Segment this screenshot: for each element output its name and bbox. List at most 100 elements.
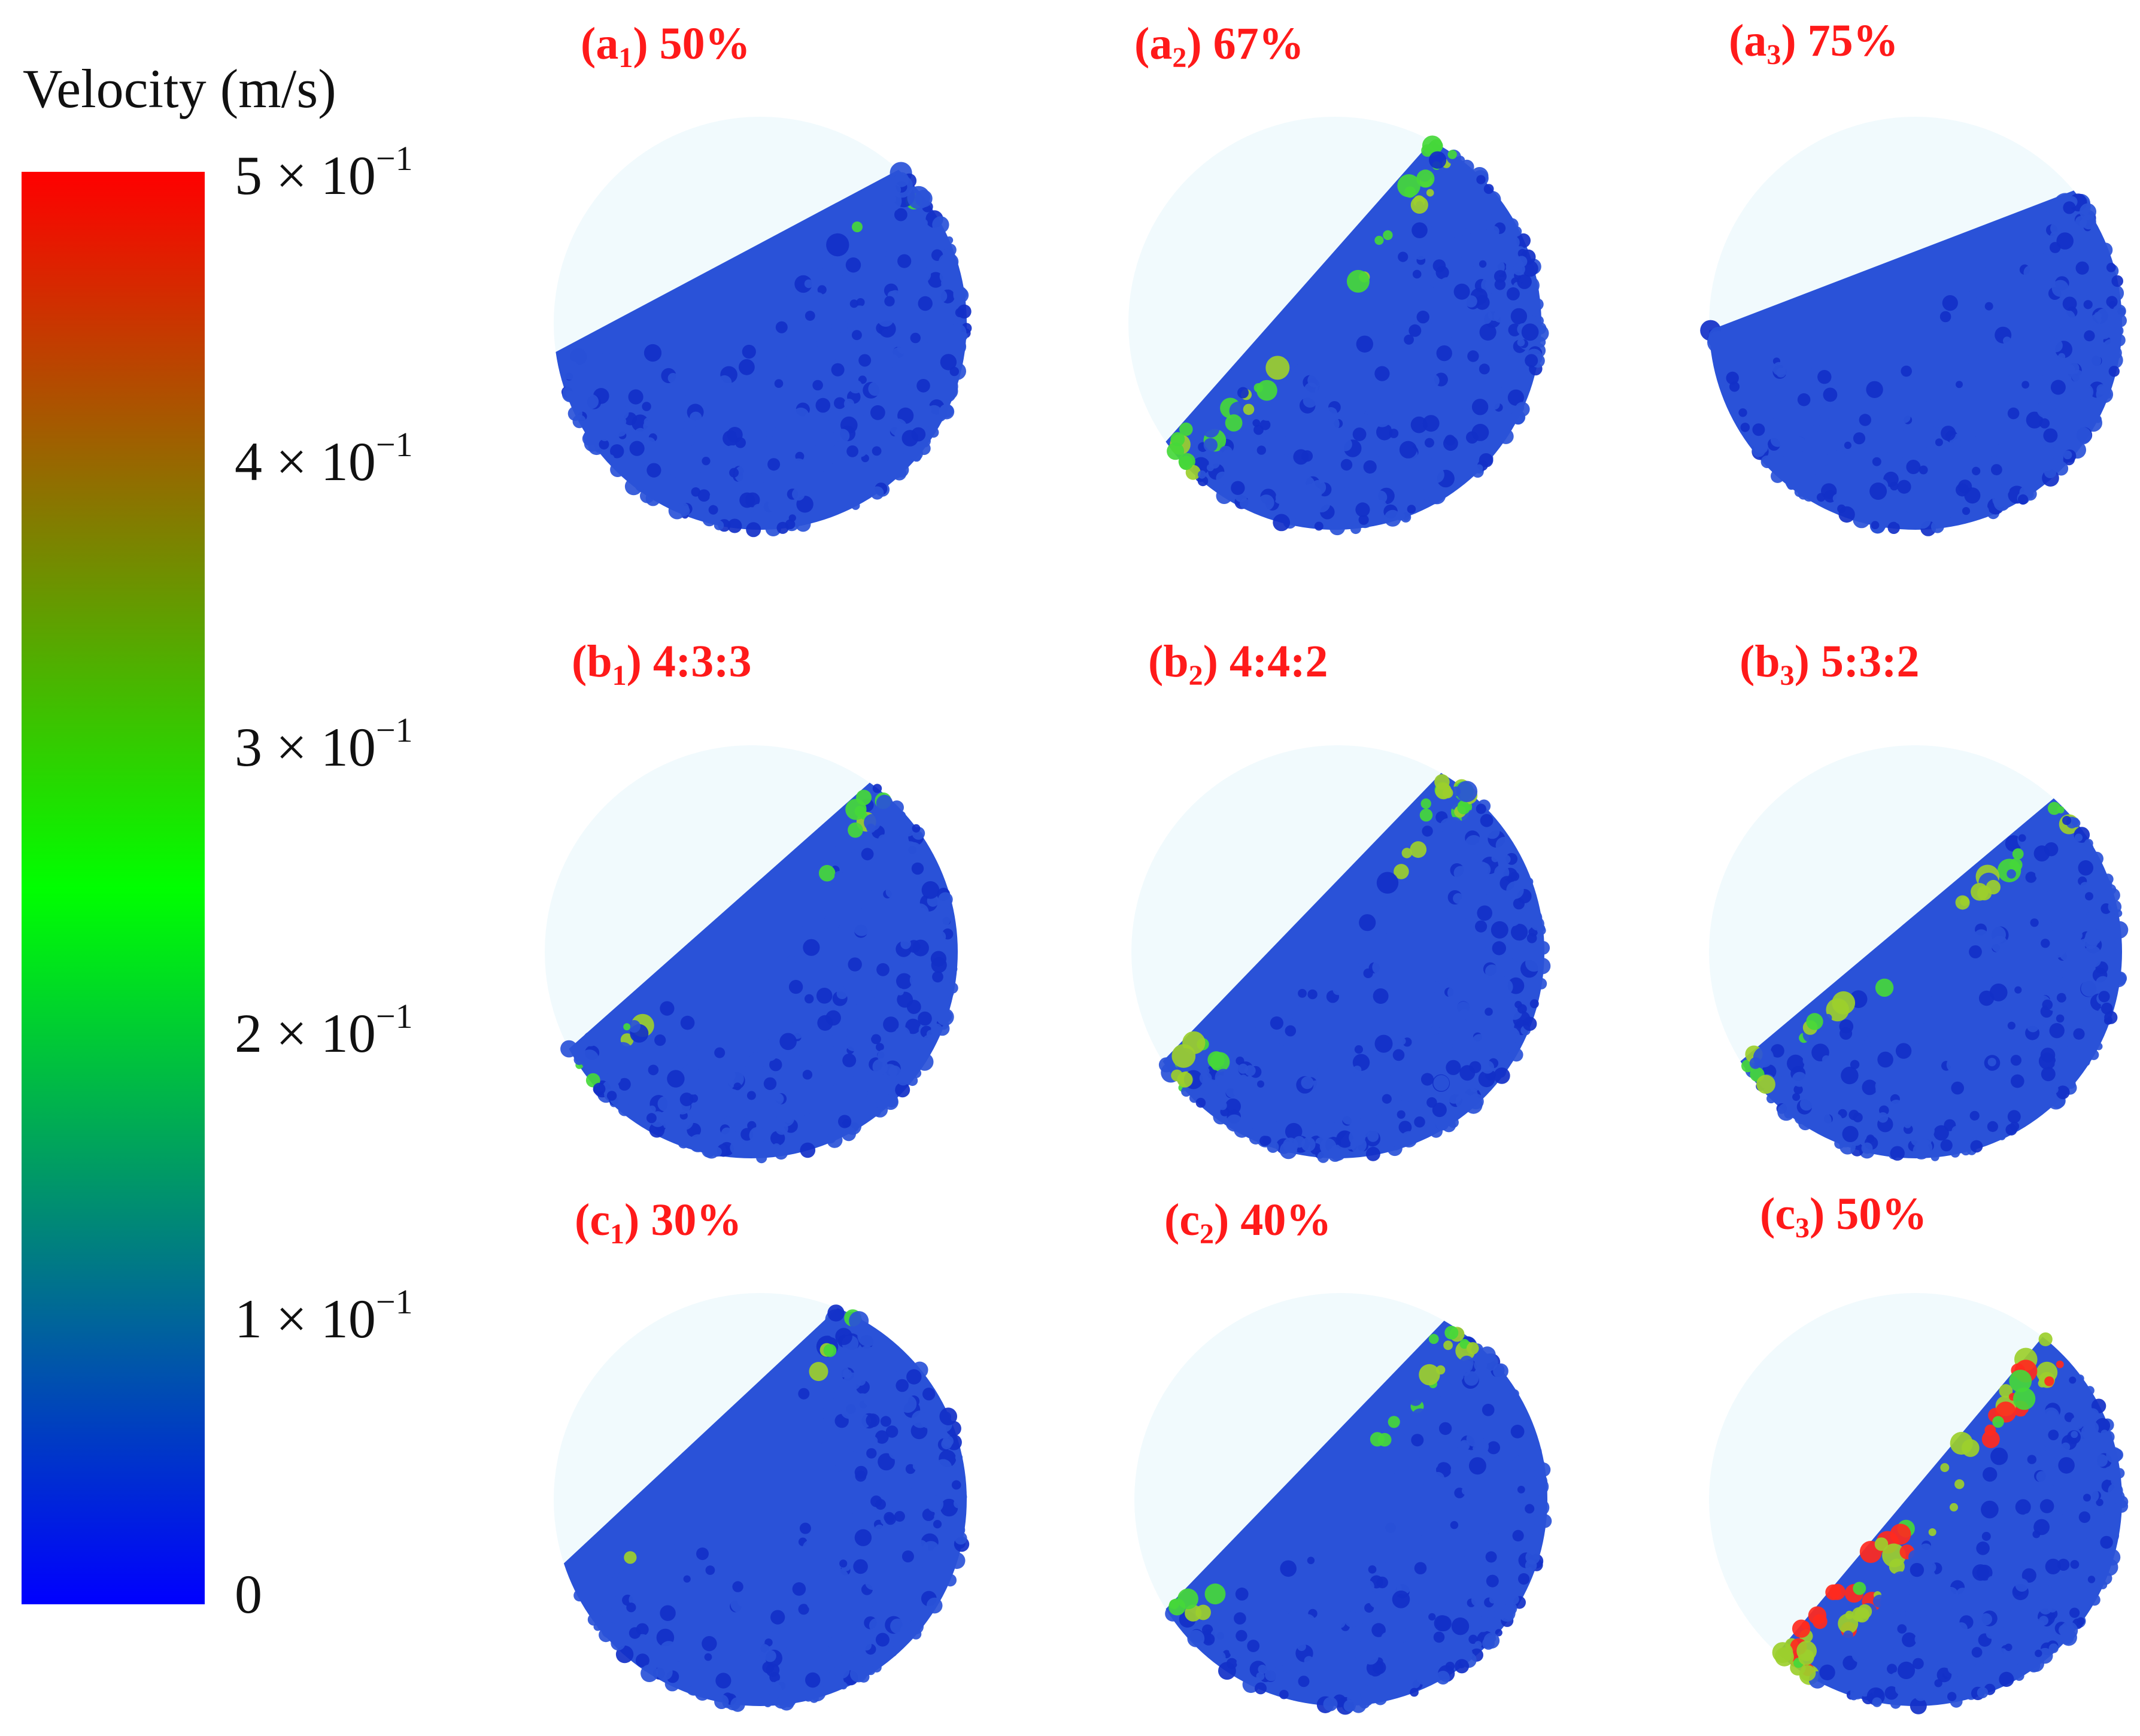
particle [1433,1075,1450,1091]
particle [2083,934,2098,949]
particle [705,411,715,421]
particle [1426,927,1443,944]
particle [2038,1052,2056,1070]
particle [1955,895,1970,910]
particles [1700,193,2127,536]
particle [635,1653,649,1668]
particle [1756,1075,1775,1094]
particle [1325,1571,1334,1580]
particles [1165,1325,1552,1715]
particle [1875,1083,1890,1097]
particle [1504,1028,1520,1043]
particle [1475,295,1490,310]
particle [1400,512,1412,523]
particle [838,1115,852,1128]
particle [720,1641,730,1652]
particle [763,1077,777,1090]
particle [1476,175,1486,184]
particle [1475,1616,1491,1632]
particle [1989,984,2008,1001]
particle [2071,369,2084,383]
particle [2032,359,2050,377]
particle [2095,1418,2111,1434]
particle [1984,1520,2001,1536]
particle [741,1032,758,1048]
particle [936,912,951,927]
particle [868,187,888,207]
particle [2062,296,2077,311]
particle [885,885,899,899]
particle [1457,256,1474,273]
particle [2060,872,2068,881]
particle [920,403,932,415]
particle [1947,1662,1960,1674]
particle [2027,1455,2036,1464]
particle [2103,922,2115,933]
particle [2059,1608,2073,1623]
particle [808,1684,826,1702]
particle [708,505,718,515]
particle [1198,470,1206,479]
particle [787,381,803,397]
particle [749,1127,766,1144]
particle [1923,1570,1936,1582]
particle [1979,275,1990,286]
particle [665,1042,677,1053]
particle [1475,920,1488,933]
particle [2097,242,2113,257]
particle [1501,1430,1508,1438]
particle [756,1152,767,1164]
particle [1460,1366,1470,1376]
particle [866,1413,880,1428]
particle [1516,256,1528,268]
particle [1323,1696,1338,1711]
particle [909,248,924,264]
particle [878,1453,895,1471]
particle [824,913,841,930]
particle [648,1601,660,1614]
particle [1416,1101,1425,1110]
particle [2001,1064,2013,1076]
particle [1981,1532,1991,1541]
particle [1344,1639,1358,1653]
particle [614,1623,629,1637]
particle [624,477,643,496]
particle [1489,1595,1497,1604]
particle [2059,1517,2068,1526]
particle [2075,261,2089,275]
particle [1373,490,1388,504]
particle [2020,964,2030,975]
particle [912,410,921,419]
drum-b1 [545,745,958,1164]
particle [885,1370,900,1386]
particle [1261,1061,1270,1070]
particle [1485,1007,1493,1016]
particle [599,439,609,450]
particle [1921,482,1930,491]
particle [1457,314,1471,327]
particle [673,1661,685,1672]
particle [629,441,645,456]
particle [872,1059,888,1075]
particle [2050,380,2066,395]
particle [1877,1112,1889,1123]
particle [890,800,904,815]
particle [2066,1524,2078,1535]
particle [835,429,850,443]
particle [1258,494,1274,511]
particle [1289,1003,1301,1015]
particle [1377,1432,1392,1447]
particle [2007,1110,2021,1124]
particle [1225,1114,1243,1132]
particle [1361,960,1370,968]
particle [1457,801,1470,815]
particle [1307,1556,1315,1564]
drum-panel-b1 [536,736,967,1167]
particle [1485,229,1499,244]
particle [1792,1093,1801,1101]
particle [606,1608,620,1622]
particle [1195,1097,1206,1108]
particle [2014,1670,2024,1681]
particle [2005,1572,2018,1585]
particle [1976,398,1993,414]
